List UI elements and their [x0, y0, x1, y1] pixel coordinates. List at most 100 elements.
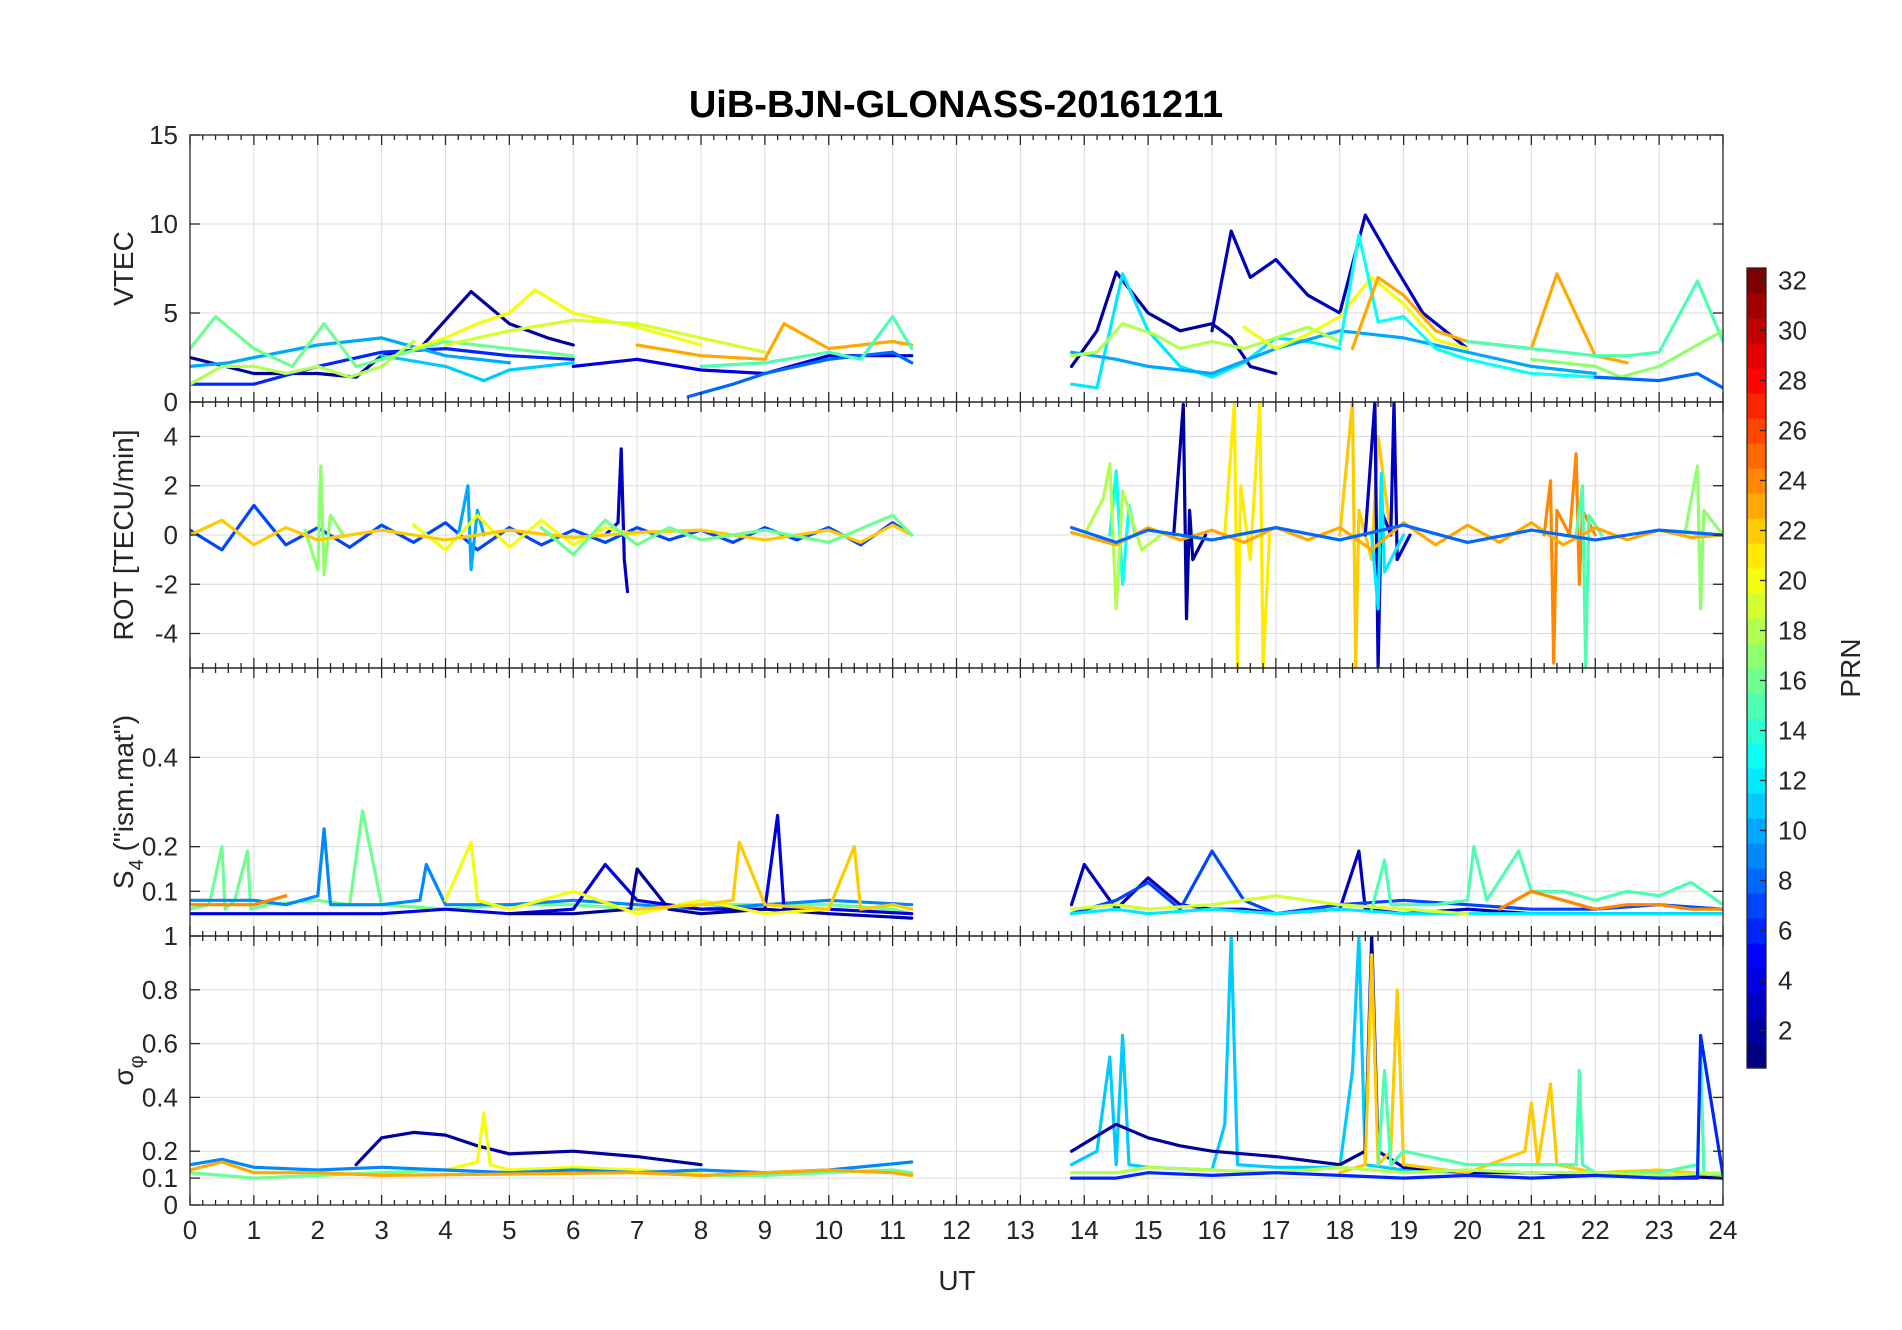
- trace-prn-6: [190, 347, 575, 386]
- chart-title: UiB-BJN-GLONASS-20161211: [689, 84, 1223, 126]
- x-tick-label: 3: [374, 1215, 388, 1245]
- x-tick-label: 14: [1070, 1215, 1099, 1245]
- y-tick-label: 0.8: [142, 975, 178, 1005]
- trace-prn-12: [1069, 907, 1723, 916]
- x-tick-label: 9: [758, 1215, 772, 1245]
- x-tick-label: 10: [814, 1215, 843, 1245]
- y-tick-label: 10: [149, 209, 178, 239]
- y-tick-label: 0.2: [142, 1136, 178, 1166]
- x-axis-label: UT: [938, 1265, 975, 1296]
- s4-traces: [190, 809, 1723, 920]
- colorbar-tick-label: 16: [1778, 666, 1807, 696]
- panel-s4: 0.1 0.2 0.4S4 ("ism.mat"): [108, 667, 1724, 937]
- colorbar-tick-label: 26: [1778, 416, 1807, 446]
- trace-prn-17: [1683, 464, 1723, 611]
- colorbar-segment: [1747, 768, 1766, 794]
- x-tick-label: 16: [1198, 1215, 1227, 1245]
- trace-prn-10: [190, 336, 511, 368]
- x-tick-label: 21: [1517, 1215, 1546, 1245]
- trace-prn-23: [190, 1160, 914, 1178]
- colorbar-tick-label: 8: [1778, 866, 1792, 896]
- colorbar-segment: [1747, 993, 1766, 1019]
- trace-prn-3: [603, 447, 630, 594]
- colorbar-segment: [1747, 793, 1766, 819]
- colorbar-segment: [1747, 468, 1766, 494]
- x-tick-label: 5: [502, 1215, 516, 1245]
- colorbar-tick-label: 22: [1778, 516, 1807, 546]
- trace-prn-18: [1069, 1165, 1723, 1178]
- colorbar-tick-label: 2: [1778, 1016, 1792, 1046]
- trace-prn-11: [380, 354, 575, 383]
- colorbar-segment: [1747, 818, 1766, 844]
- sigma-phi-y-label: σφ: [108, 1055, 148, 1085]
- colorbar-segment: [1747, 543, 1766, 569]
- colorbar-segment: [1747, 643, 1766, 669]
- colorbar-tick-label: 14: [1778, 716, 1807, 746]
- trace-prn-15: [1574, 484, 1604, 668]
- trace-prn-18: [1069, 322, 1342, 358]
- colorbar-segment: [1747, 893, 1766, 919]
- trace-prn-19: [1069, 894, 1470, 916]
- y-tick-label: 0.2: [142, 832, 178, 862]
- colorbar-segment: [1747, 693, 1766, 719]
- colorbar-segment: [1747, 293, 1766, 319]
- colorbar-tick-label: 20: [1778, 566, 1807, 596]
- sigma-phi-traces: [190, 936, 1723, 1180]
- colorbar-tick-label: 4: [1778, 966, 1792, 996]
- colorbar-segment: [1747, 943, 1766, 969]
- colorbar-segment: [1747, 393, 1766, 419]
- colorbar-tick-label: 12: [1778, 766, 1807, 796]
- colorbar-tick-label: 6: [1778, 916, 1792, 946]
- y-tick-label: 0.4: [142, 742, 178, 772]
- y-tick-label: -2: [155, 569, 178, 599]
- trace-prn-20: [1242, 275, 1470, 351]
- x-tick-label: 23: [1645, 1215, 1674, 1245]
- trace-prn-22: [1338, 953, 1723, 1178]
- y-tick-label: 5: [164, 298, 178, 328]
- trace-prn-8: [1593, 371, 1723, 390]
- trace-prn-8: [1069, 523, 1723, 545]
- colorbar-segment: [1747, 843, 1766, 869]
- trace-prn-20: [443, 1111, 703, 1175]
- trace-prn-15: [699, 315, 914, 368]
- trace-prn-20: [443, 840, 831, 916]
- colorbar-segment: [1747, 918, 1766, 944]
- y-tick-label: 0: [164, 520, 178, 550]
- y-tick-label: 1: [164, 921, 178, 951]
- colorbar-segment: [1747, 1018, 1766, 1044]
- trace-prn-17: [1529, 329, 1723, 379]
- colorbar-segment: [1747, 1043, 1766, 1069]
- panel-vtec: 0 5 10 15 VTEC: [108, 120, 1724, 417]
- y-tick-label: 0.1: [142, 1163, 178, 1193]
- colorbar-tick-label: 10: [1778, 816, 1807, 846]
- trace-prn-19: [443, 318, 767, 354]
- x-tick-label: 20: [1453, 1215, 1482, 1245]
- colorbar-label: PRN: [1835, 638, 1866, 697]
- y-tick-label: -4: [155, 619, 178, 649]
- x-tick-label: 24: [1709, 1215, 1738, 1245]
- colorbar-tick-label: 30: [1778, 316, 1807, 346]
- x-tick-label: 22: [1581, 1215, 1610, 1245]
- colorbar-segment: [1747, 743, 1766, 769]
- x-tick-label: 17: [1261, 1215, 1290, 1245]
- y-tick-label: 15: [149, 120, 178, 150]
- colorbar-segment: [1747, 668, 1766, 694]
- trace-prn-2: [1069, 936, 1723, 1180]
- trace-prn-2: [354, 1130, 703, 1167]
- trace-prn-24: [190, 894, 288, 907]
- x-tick-label: 18: [1325, 1215, 1354, 1245]
- panel-rot: -4 -2 0 2 4 ROT [TECU/min]: [108, 401, 1724, 669]
- trace-prn-3: [1210, 213, 1470, 351]
- colorbar-segment: [1747, 968, 1766, 994]
- colorbar-tick-label: 32: [1778, 266, 1807, 296]
- colorbar-segment: [1747, 718, 1766, 744]
- y-tick-label: 0.4: [142, 1082, 178, 1112]
- trace-prn-24: [1497, 889, 1723, 911]
- y-tick-label: 0.6: [142, 1029, 178, 1059]
- x-tick-label: 8: [694, 1215, 708, 1245]
- x-tick-label: 19: [1389, 1215, 1418, 1245]
- colorbar-segment: [1747, 268, 1766, 294]
- s4-y-label: S4 ("ism.mat"): [108, 715, 148, 889]
- vtec-y-label: VTEC: [108, 231, 139, 306]
